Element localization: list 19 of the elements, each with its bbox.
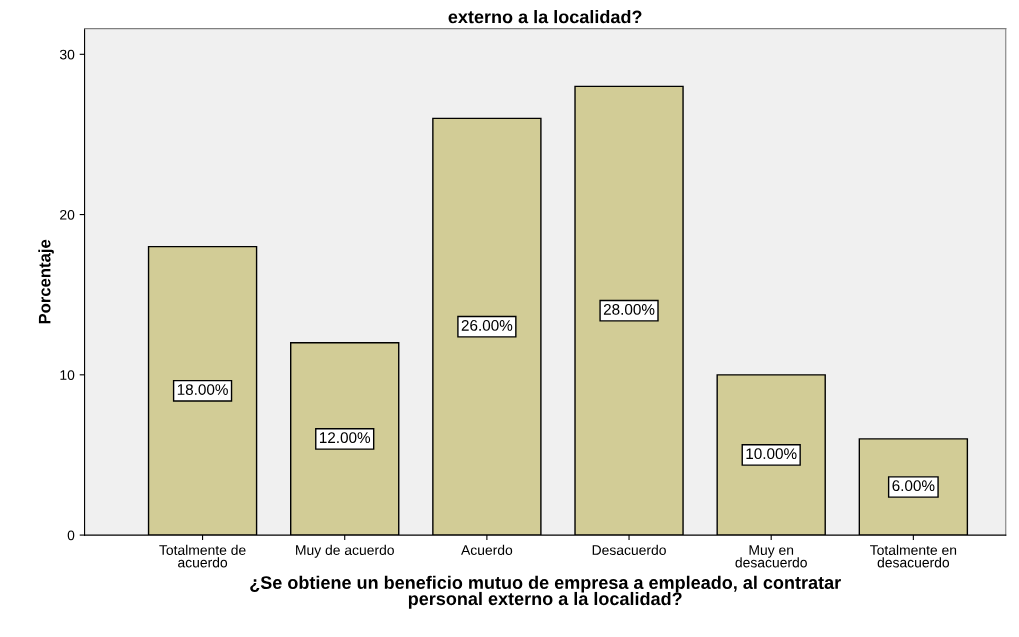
data-label: 26.00%	[461, 320, 513, 331]
x-axis-title: ¿Se obtiene un beneficio mutuo de empresa a empleado, al contratar personal externo a la localidad?	[250, 575, 841, 609]
y-tick-label: 30	[59, 49, 75, 60]
data-label: 28.00%	[603, 304, 655, 315]
x-tick-label: Muy en desacuerdo	[735, 545, 807, 568]
y-tick-label: 20	[60, 209, 75, 220]
x-tick-label: Totalmente de acuerdo	[159, 544, 246, 568]
x-tick-label: Muy de acuerdo	[296, 544, 394, 558]
y-tick-label: 0	[67, 530, 75, 541]
data-label: 6.00%	[892, 480, 935, 492]
chart-title: externo a la localidad?	[448, 10, 642, 24]
y-tick-label: 10	[60, 370, 75, 380]
x-tick-label: Desacuerdo	[592, 544, 666, 555]
data-label: 12.00%	[319, 432, 371, 444]
data-label: 18.00%	[177, 384, 228, 395]
x-tick-label: Totalmente en desacuerdo	[870, 544, 957, 568]
data-label: 10.00%	[746, 448, 797, 460]
y-axis-title: Porcentaje	[38, 239, 54, 324]
x-tick-label: Acuerdo	[461, 544, 513, 555]
